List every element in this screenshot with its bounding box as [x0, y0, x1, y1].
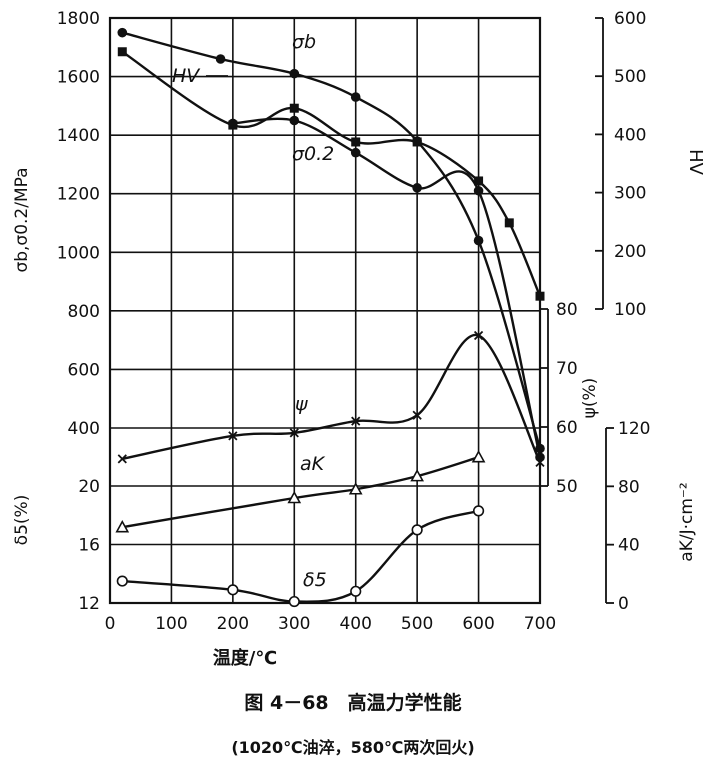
x-tick-label: 600: [462, 614, 494, 634]
x-tick-label: 400: [339, 614, 371, 634]
data-point-HV: [289, 103, 299, 113]
data-point-σ0.2: [228, 118, 238, 129]
impact-tick-label: 80: [618, 477, 640, 497]
elongation-axis-title: δ5(%): [12, 495, 32, 546]
data-point-σb: [117, 27, 128, 38]
hardness-tick-label: 600: [614, 9, 646, 29]
elongation-tick-label: 12: [78, 594, 100, 614]
strength-tick-label: 600: [68, 360, 100, 380]
data-point-σ0.2: [473, 185, 484, 196]
axis-ticks: 0 100 200 300 400 500 600 700180016001400120010…: [57, 9, 651, 634]
x-tick-label: 300: [278, 614, 310, 634]
data-point-δ5: [288, 595, 300, 608]
data-point-δ5: [472, 505, 485, 517]
data-point-σ0.2: [350, 147, 361, 158]
strength-tick-label: 1800: [57, 9, 100, 29]
hardness-tick-label: 400: [614, 125, 646, 145]
data-point-δ5: [411, 524, 423, 536]
x-tick-label: 0: [105, 614, 116, 634]
hardness-tick-label: 200: [614, 242, 646, 262]
strength-axis-title: σb,σ0.2/MPa: [12, 167, 32, 272]
data-point-aK: [115, 520, 130, 533]
impact-tick-label: 0: [618, 594, 629, 614]
data-point-ψ: [473, 330, 484, 341]
reduction_of_area-tick-label: 50: [556, 477, 578, 497]
hardness-tick-label: 500: [614, 67, 646, 87]
x-tick-label: 200: [217, 614, 249, 634]
strength-tick-label: 1000: [57, 243, 100, 263]
data-point-ψ: [289, 428, 299, 438]
data-point-HV: [117, 47, 127, 57]
plot-frame: [108, 16, 542, 605]
series-line-ψ: [122, 333, 542, 463]
series-label: ψ: [295, 393, 308, 415]
data-point-HV: [504, 218, 514, 228]
data-point-ψ: [228, 431, 238, 441]
x-tick-label: 700: [524, 614, 556, 634]
impact-axis-title: aK/J·cm⁻²: [677, 482, 697, 561]
data-point-HV: [535, 291, 545, 301]
series-label: δ5: [303, 569, 327, 591]
data-point-δ5: [227, 584, 239, 596]
data-point-δ5: [116, 575, 128, 587]
data-point-aK: [287, 490, 302, 504]
data-point-ψ: [351, 416, 361, 426]
series-line-aK: [122, 456, 479, 529]
series-line-HV: [121, 50, 542, 297]
data-point-σ0.2: [412, 183, 422, 193]
strength-tick-label: 400: [68, 419, 100, 439]
data-point-ψ: [412, 410, 422, 420]
strength-tick-label: 800: [68, 302, 100, 322]
hardness-tick-label: 300: [614, 184, 646, 204]
x-tick-label: 500: [401, 614, 433, 634]
series-label: aK: [300, 453, 326, 475]
data-point-σb: [350, 92, 361, 102]
data-point-HV: [351, 137, 361, 147]
strength-tick-label: 1400: [57, 126, 100, 146]
x-axis-title: 温度/℃: [213, 647, 277, 669]
elongation-tick-label: 16: [78, 536, 100, 556]
plot-border: [108, 16, 542, 605]
data-point-aK: [410, 468, 424, 482]
strength-tick-label: 1200: [57, 185, 100, 205]
reduction_of_area-tick-label: 80: [556, 300, 578, 320]
data-point-HV: [474, 176, 484, 186]
series-line-δ5: [122, 509, 479, 603]
series-label: HV: [172, 65, 201, 87]
series-markers: [115, 27, 545, 608]
hardness-axis-title: HV: [685, 149, 706, 176]
impact-tick-label: 40: [618, 536, 640, 556]
elongation-tick-label: 20: [78, 477, 100, 497]
data-point-σb: [473, 235, 484, 246]
data-point-σb: [289, 68, 300, 79]
series-label: σb: [292, 31, 316, 53]
data-point-δ5: [350, 585, 362, 597]
figure-caption: 图 4－68 高温力学性能: [244, 692, 462, 714]
strength-tick-label: 1600: [57, 68, 100, 88]
data-point-HV: [412, 137, 422, 147]
data-point-σ0.2: [535, 452, 545, 463]
labels: 温度/℃ σb,σ0.2/MPa δ5(%) HV ψ(%) aK/J·cm⁻² σb HV σ…: [12, 31, 706, 669]
data-point-aK: [471, 450, 486, 463]
chart-svg: 0 100 200 300 400 500 600 700180016001400120010…: [12, 9, 706, 669]
x-tick-label: 100: [155, 614, 187, 634]
data-point-σb: [215, 54, 226, 64]
figure-subcaption: (1020℃油淬，580℃两次回火): [231, 738, 475, 757]
data-point-aK: [348, 482, 363, 495]
data-point-ψ: [535, 457, 545, 468]
impact-tick-label: 120: [618, 419, 650, 439]
hardness-tick-label: 100: [614, 300, 646, 320]
reduction-axis-title: ψ(%): [580, 378, 600, 419]
reduction_of_area-tick-label: 70: [556, 359, 578, 379]
data-point-ψ: [117, 454, 127, 464]
series-label: σ0.2: [292, 143, 334, 165]
data-point-σ0.2: [289, 115, 300, 126]
reduction_of_area-tick-label: 60: [556, 418, 578, 438]
data-point-σb: [535, 443, 545, 454]
series-lines: [121, 31, 542, 603]
